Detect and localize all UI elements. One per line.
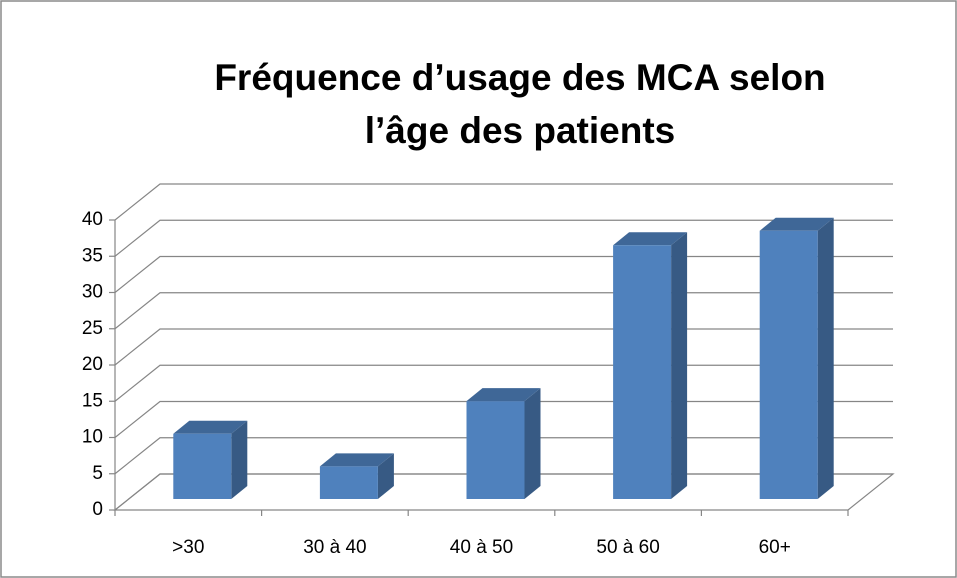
y-tick-label: 30 [82, 282, 103, 303]
grid-line [114, 183, 893, 221]
bar [613, 232, 688, 499]
bar-front [319, 466, 378, 499]
chart-title: l’âge des patients [365, 110, 676, 151]
x-tick-label: 30 à 40 [303, 537, 366, 558]
x-tick-label: 50 à 60 [596, 537, 659, 558]
bar-top [466, 388, 541, 402]
x-tick-label: 40 à 50 [450, 537, 513, 558]
y-tick-label: 0 [92, 499, 103, 520]
y-tick-label: 25 [82, 318, 103, 339]
bar-front [759, 230, 818, 499]
bar [466, 388, 541, 499]
bar [173, 420, 248, 499]
bar-top [319, 453, 394, 467]
bar-side [524, 388, 541, 499]
bar [759, 217, 834, 499]
bar [319, 453, 394, 499]
bar-front [173, 433, 232, 499]
y-tick-label: 15 [82, 390, 103, 411]
bar-front [466, 401, 525, 499]
y-tick-label: 20 [82, 354, 103, 375]
chart-title: Fréquence d’usage des MCA selon [214, 57, 825, 98]
bar-top [173, 420, 248, 434]
y-tick-label: 40 [82, 209, 103, 230]
bar-side [377, 453, 394, 499]
y-tick-label: 35 [82, 245, 103, 266]
bar-top [613, 232, 688, 246]
bar-side [231, 420, 248, 499]
bar-side [671, 232, 688, 499]
y-tick-label: 10 [82, 427, 103, 448]
x-tick-label: >30 [172, 537, 204, 558]
bar-side [817, 217, 834, 499]
y-tick-label: 5 [92, 463, 103, 484]
x-tick-label: 60+ [759, 537, 791, 558]
bar-front [613, 245, 672, 499]
grid-line [114, 219, 893, 257]
bar-top [759, 217, 834, 231]
